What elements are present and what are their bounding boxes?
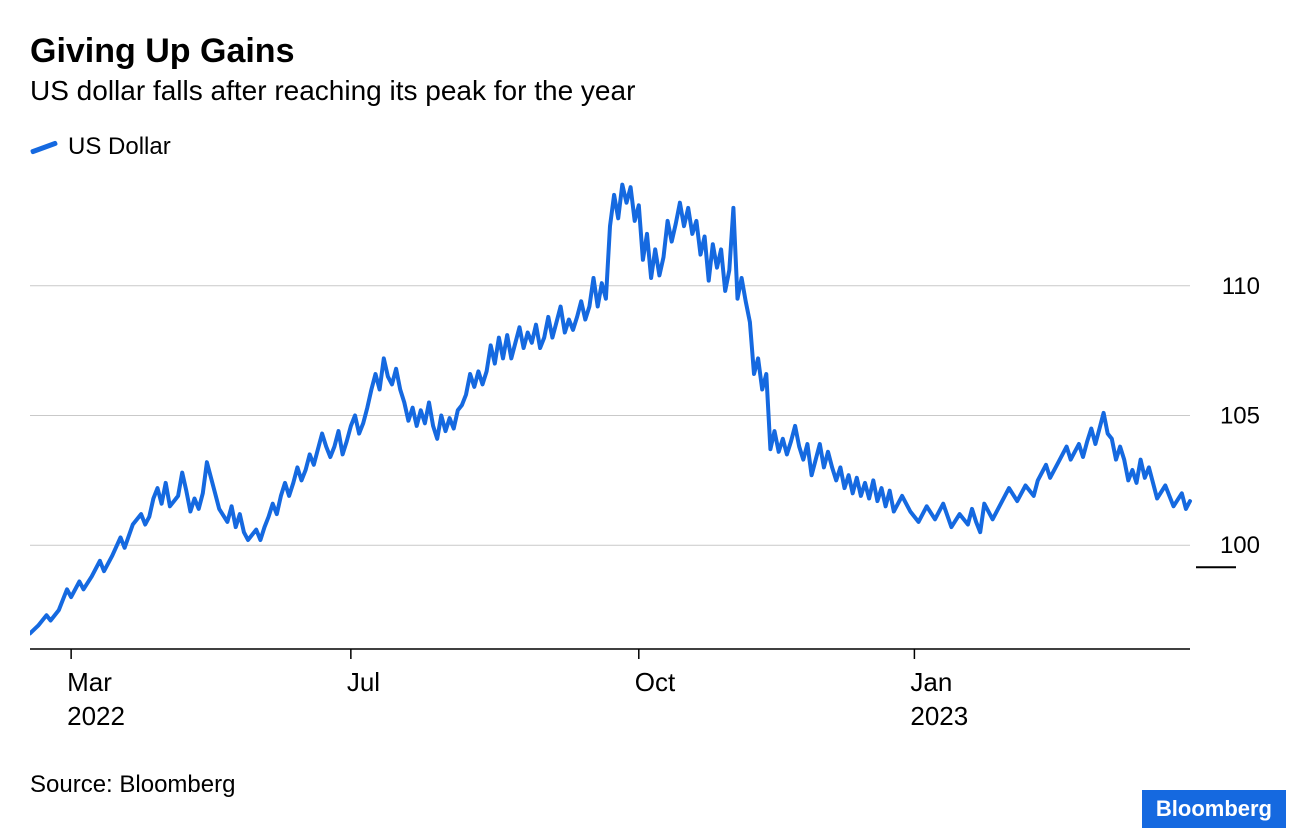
svg-text:Jul: Jul <box>347 667 380 697</box>
chart-source: Source: Bloomberg <box>30 771 1266 799</box>
svg-text:2022: 2022 <box>67 701 125 731</box>
bloomberg-badge: Bloomberg <box>1142 790 1286 828</box>
legend-label: US Dollar <box>68 133 171 161</box>
svg-text:105: 105 <box>1220 403 1260 430</box>
svg-text:2023: 2023 <box>910 701 968 731</box>
svg-text:Jan: Jan <box>910 667 952 697</box>
line-chart: 100 105 110 Mar 2022 Jul Oct Jan 2023 <box>30 169 1266 749</box>
legend: US Dollar <box>30 133 1266 161</box>
svg-text:100: 100 <box>1220 532 1260 559</box>
chart-title: Giving Up Gains <box>30 32 1266 71</box>
chart-subtitle: US dollar falls after reaching its peak … <box>30 75 1266 107</box>
svg-text:Oct: Oct <box>635 667 676 697</box>
chart-svg: 100 105 110 Mar 2022 Jul Oct Jan 2023 <box>30 169 1266 749</box>
legend-swatch <box>30 140 58 154</box>
svg-text:Mar: Mar <box>67 667 112 697</box>
svg-text:110: 110 <box>1222 273 1260 300</box>
